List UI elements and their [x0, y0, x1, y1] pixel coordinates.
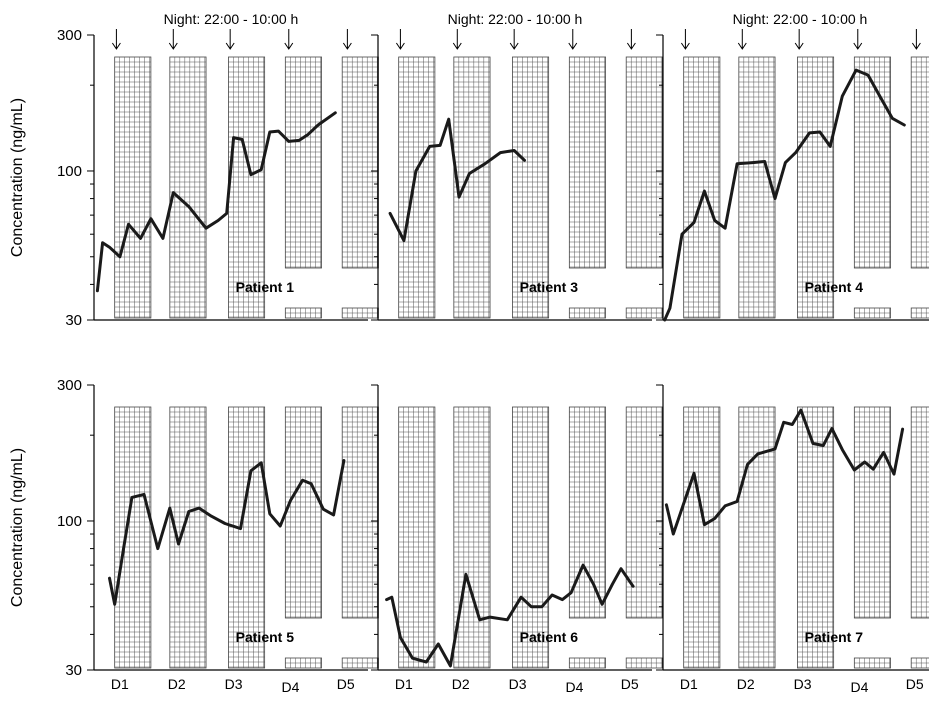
y-tick-label: 300	[57, 377, 82, 394]
y-tick-label: 100	[57, 163, 82, 180]
night-period-box	[684, 407, 720, 668]
panel-label: Patient 7	[805, 629, 864, 645]
x-day-label: D1	[111, 676, 129, 692]
x-day-label: D3	[509, 676, 527, 692]
night-period-box	[854, 57, 890, 268]
night-start-arrow	[112, 29, 120, 49]
night-period-box	[115, 57, 151, 318]
night-period-box	[626, 57, 662, 268]
night-period-box	[454, 407, 490, 668]
x-day-label: D4	[566, 679, 584, 695]
chart-panel: 300 100 30 Concentration (ng/mL) Night: 22:0…	[9, 11, 378, 329]
x-day-label: D4	[282, 679, 300, 695]
x-day-label: D3	[794, 676, 812, 692]
night-start-arrow	[226, 29, 234, 49]
chart-panel: D1 D2 D3 D4 D5 Patient 7	[656, 385, 929, 695]
night-start-arrow	[627, 29, 635, 49]
panel-label: Patient 3	[520, 279, 579, 295]
night-label: Night: 22:00 - 10:00 h	[164, 11, 299, 27]
night-period-box	[342, 57, 378, 268]
night-start-arrow	[510, 29, 518, 49]
x-day-label: D5	[337, 676, 355, 692]
y-tick-label: 30	[65, 662, 82, 679]
night-period-box	[684, 57, 720, 318]
y-tick-label: 300	[57, 27, 82, 44]
x-day-label: D1	[680, 676, 698, 692]
chart-panel: 300 100 30 Concentration (ng/mL) D1 D2 D3 D4 D5 P…	[9, 377, 378, 695]
x-day-label: D2	[168, 676, 186, 692]
night-period-box	[342, 407, 378, 618]
chart-panel: D1 D2 D3 D4 D5 Patient 6	[371, 385, 662, 695]
panel-label: Patient 4	[805, 279, 864, 295]
x-day-label: D1	[395, 676, 413, 692]
night-period-box	[115, 407, 151, 668]
night-period-box	[454, 57, 490, 318]
panel-label: Patient 1	[236, 279, 295, 295]
night-start-arrow	[854, 29, 862, 49]
panel-label: Patient 5	[236, 629, 295, 645]
x-day-label: D3	[225, 676, 243, 692]
x-day-label: D2	[452, 676, 470, 692]
night-start-arrow	[343, 29, 351, 49]
night-start-arrow	[681, 29, 689, 49]
x-day-label: D5	[621, 676, 639, 692]
night-start-arrow	[738, 29, 746, 49]
night-start-arrow	[795, 29, 803, 49]
night-period-box	[399, 407, 435, 668]
night-period-box	[739, 57, 775, 318]
y-tick-label: 100	[57, 513, 82, 530]
chart-panel: Night: 22:00 - 10:00 h Patient 3	[371, 11, 662, 320]
x-day-label: D2	[737, 676, 755, 692]
night-start-arrow	[285, 29, 293, 49]
night-period-box	[569, 57, 605, 268]
night-start-arrow	[569, 29, 577, 49]
night-start-arrow	[396, 29, 404, 49]
night-period-box	[170, 57, 206, 318]
night-period-box	[285, 407, 321, 618]
y-tick-label: 30	[65, 312, 82, 329]
night-period-box	[739, 407, 775, 668]
night-period-box	[399, 57, 435, 318]
night-start-arrow	[912, 29, 920, 49]
night-label: Night: 22:00 - 10:00 h	[448, 11, 583, 27]
night-period-box	[170, 407, 206, 668]
night-period-box	[854, 407, 890, 618]
chart-panel: Night: 22:00 - 10:00 h Patient 4	[656, 11, 929, 320]
x-day-label: D5	[906, 676, 924, 692]
night-period-box	[285, 57, 321, 268]
y-axis-label: Concentration (ng/mL)	[9, 448, 26, 607]
panel-label: Patient 6	[520, 629, 579, 645]
y-axis-label: Concentration (ng/mL)	[9, 98, 26, 257]
night-start-arrow	[453, 29, 461, 49]
x-day-label: D4	[851, 679, 869, 695]
night-start-arrow	[169, 29, 177, 49]
night-label: Night: 22:00 - 10:00 h	[733, 11, 868, 27]
